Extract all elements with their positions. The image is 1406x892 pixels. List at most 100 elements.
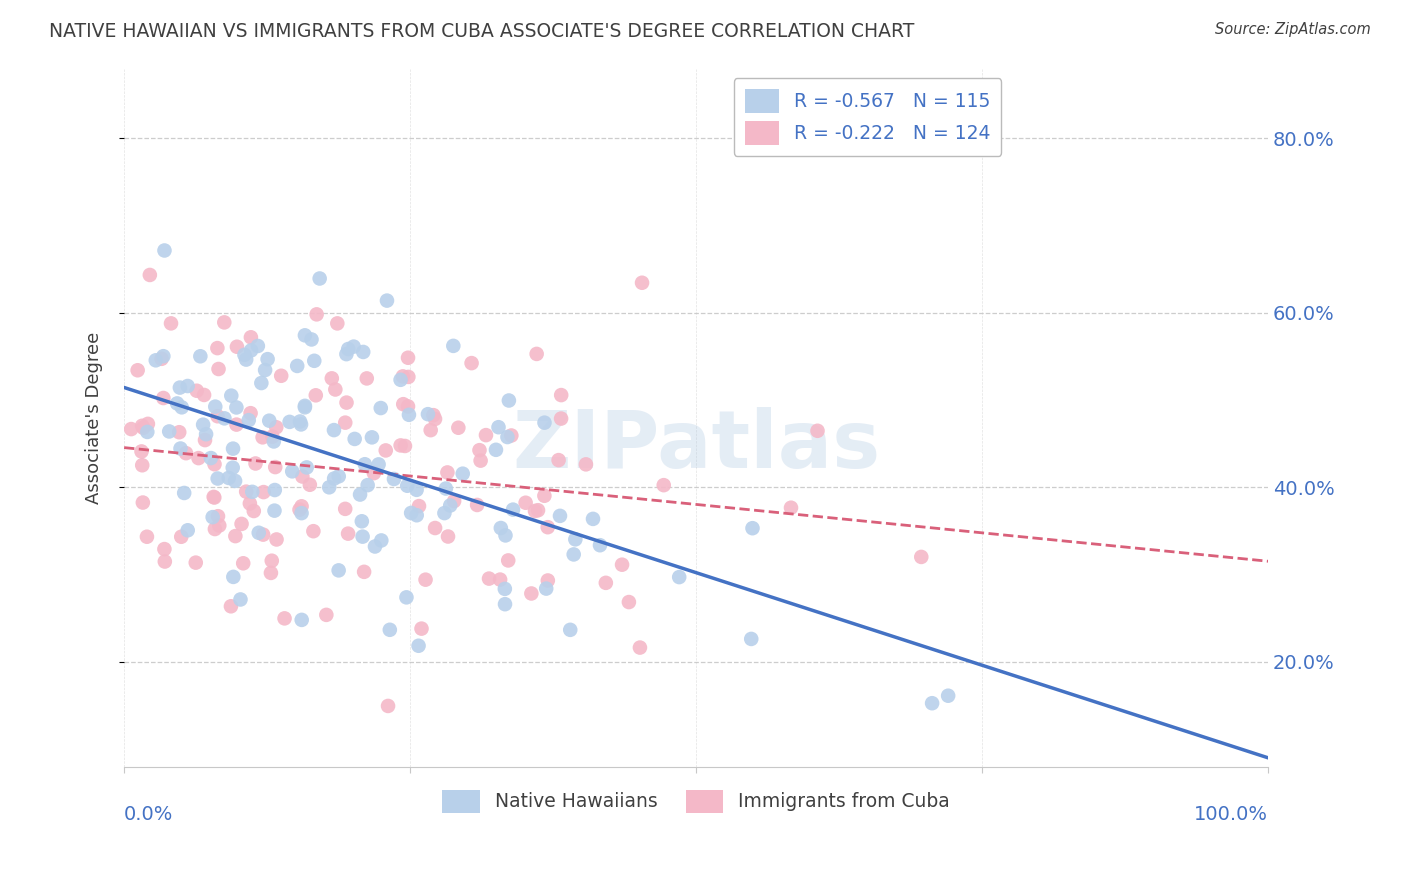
Point <box>610 558 633 572</box>
Point <box>910 549 932 564</box>
Text: 100.0%: 100.0% <box>1194 805 1268 824</box>
Text: 0.0%: 0.0% <box>124 805 173 824</box>
Point <box>263 483 285 497</box>
Point <box>290 417 312 432</box>
Point <box>263 434 285 449</box>
Point <box>668 570 690 584</box>
Point <box>485 442 508 457</box>
Point <box>326 317 349 331</box>
Point <box>264 460 287 475</box>
Point <box>288 415 311 429</box>
Point <box>441 339 464 353</box>
Point <box>167 425 190 440</box>
Point <box>740 632 762 646</box>
Point <box>225 401 247 415</box>
Point <box>494 597 516 611</box>
Point <box>169 381 191 395</box>
Point <box>191 417 214 432</box>
Point <box>468 443 491 458</box>
Point <box>166 396 188 410</box>
Point <box>285 359 308 373</box>
Point <box>153 542 176 557</box>
Point <box>273 611 295 625</box>
Text: Source: ZipAtlas.com: Source: ZipAtlas.com <box>1215 22 1371 37</box>
Point <box>496 553 519 567</box>
Point <box>239 496 262 510</box>
Point <box>392 369 415 384</box>
Point <box>177 523 200 537</box>
Point <box>224 474 246 488</box>
Point <box>184 556 207 570</box>
Point <box>433 506 456 520</box>
Point <box>250 376 273 390</box>
Point <box>270 368 292 383</box>
Point <box>160 317 183 331</box>
Point <box>460 356 482 370</box>
Point <box>537 574 560 588</box>
Point <box>174 446 197 460</box>
Point <box>399 506 422 520</box>
Point <box>252 527 274 541</box>
Point <box>222 570 245 584</box>
Point <box>131 444 153 458</box>
Point <box>240 343 263 358</box>
Point <box>392 397 415 411</box>
Point <box>921 696 943 710</box>
Point <box>394 439 416 453</box>
Point <box>423 412 446 426</box>
Point <box>239 406 262 420</box>
Point <box>176 379 198 393</box>
Point <box>194 433 217 447</box>
Point <box>349 487 371 501</box>
Point <box>495 528 517 542</box>
Point <box>218 471 240 485</box>
Point <box>291 500 314 514</box>
Point <box>447 421 470 435</box>
Point <box>377 698 399 713</box>
Point <box>364 540 387 554</box>
Point <box>408 499 430 513</box>
Point <box>652 478 675 492</box>
Point <box>290 506 312 520</box>
Point <box>252 485 274 500</box>
Point <box>325 383 347 397</box>
Point <box>589 538 612 552</box>
Point <box>498 393 520 408</box>
Point <box>489 573 512 587</box>
Point <box>131 418 153 433</box>
Point <box>582 512 605 526</box>
Point <box>229 592 252 607</box>
Point <box>353 565 375 579</box>
Point <box>132 421 155 435</box>
Point <box>382 472 405 486</box>
Point <box>170 401 193 415</box>
Point <box>259 414 281 428</box>
Legend: Native Hawaiians, Immigrants from Cuba: Native Hawaiians, Immigrants from Cuba <box>434 782 957 820</box>
Point <box>389 438 412 452</box>
Point <box>219 599 242 614</box>
Point <box>328 469 350 483</box>
Point <box>396 370 419 384</box>
Point <box>291 469 314 483</box>
Point <box>564 533 586 547</box>
Point <box>225 417 247 432</box>
Point <box>169 442 191 456</box>
Point <box>361 430 384 444</box>
Point <box>478 572 501 586</box>
Point <box>288 502 311 516</box>
Point <box>254 363 277 377</box>
Point <box>260 554 283 568</box>
Point <box>496 430 519 444</box>
Point <box>337 342 360 356</box>
Point <box>291 613 314 627</box>
Point <box>186 384 208 398</box>
Point <box>302 524 325 538</box>
Point <box>235 352 257 367</box>
Point <box>343 340 366 354</box>
Point <box>470 453 492 467</box>
Point <box>173 486 195 500</box>
Point <box>405 483 427 497</box>
Point <box>294 401 316 415</box>
Point <box>443 494 465 508</box>
Point <box>335 501 357 516</box>
